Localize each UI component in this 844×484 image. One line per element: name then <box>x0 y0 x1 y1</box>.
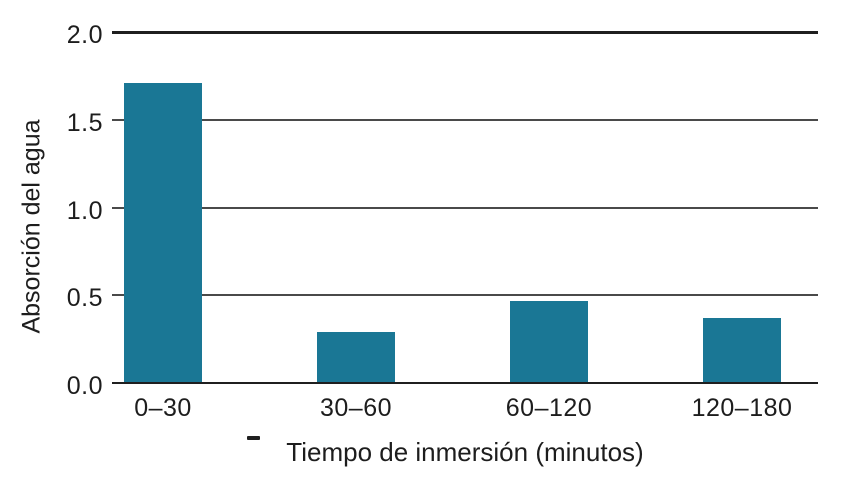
bar-60–120 <box>510 300 588 383</box>
x-category-label: 60–120 <box>505 394 593 422</box>
x-category-label: 0–30 <box>134 394 192 422</box>
x-axis-title: Tiempo de inmersión (minutos) <box>286 437 644 467</box>
x-axis-line <box>112 382 818 384</box>
gridline <box>112 30 818 34</box>
stray-dash-mark <box>247 436 260 440</box>
gridline <box>112 294 818 297</box>
x-category-label: 120–180 <box>691 394 793 422</box>
y-tick-label: 1.0 <box>66 196 103 225</box>
gridline <box>112 206 818 209</box>
gridline <box>112 118 818 121</box>
bar-0–30 <box>124 82 202 383</box>
x-category-label: 30–60 <box>319 394 393 422</box>
y-tick-label: 0.5 <box>66 284 103 313</box>
y-tick-label: 1.5 <box>66 108 103 137</box>
y-tick-label: 0.0 <box>66 372 103 400</box>
bar-120–180 <box>703 318 781 383</box>
bar-30–60 <box>317 332 395 383</box>
y-tick-label: 2.0 <box>66 21 103 49</box>
